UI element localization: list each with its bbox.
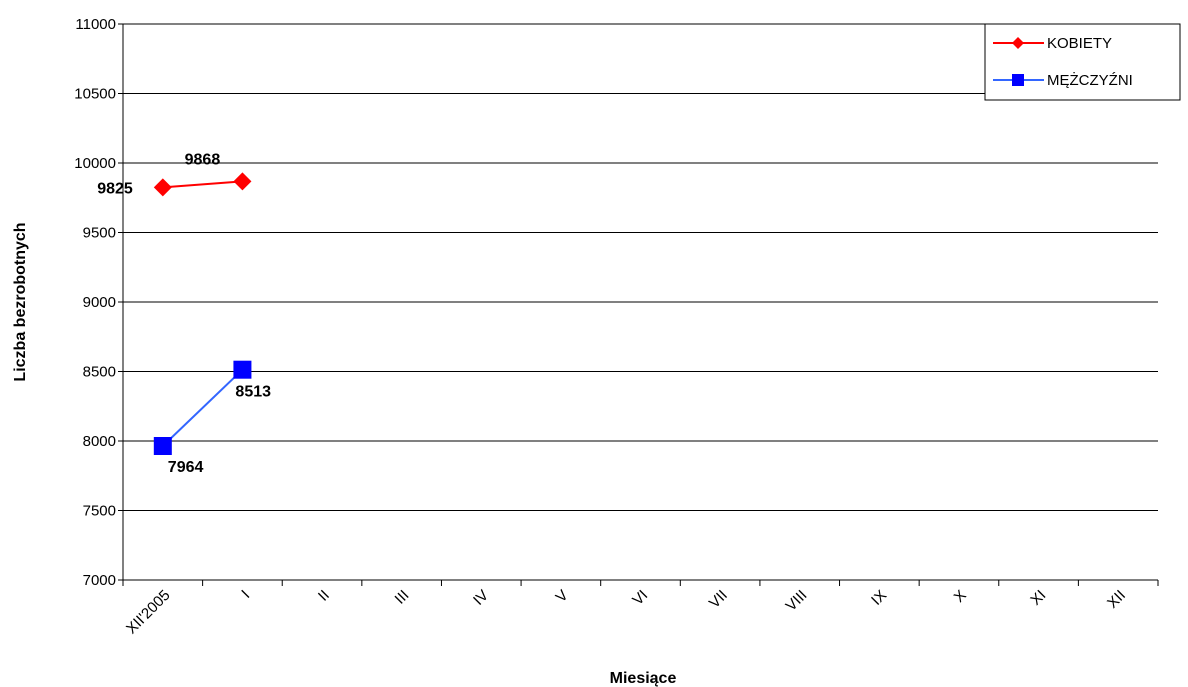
x-tick-label-4: IV bbox=[470, 587, 492, 609]
legend-label-kobiety: KOBIETY bbox=[1047, 35, 1112, 52]
x-tick-label-8: VIII bbox=[783, 587, 811, 615]
x-tick-label-0: XII'2005 bbox=[123, 587, 174, 638]
y-tick-label-8500: 8500 bbox=[83, 364, 116, 381]
legend: KOBIETY MĘŻCZYŹNI bbox=[984, 23, 1181, 101]
point-s0-0 bbox=[153, 178, 172, 197]
point-s0-1 bbox=[233, 172, 252, 191]
x-axis-title: Miesiące bbox=[610, 670, 677, 687]
legend-marker-kobiety bbox=[1012, 37, 1024, 49]
x-tick-label-1: I bbox=[238, 587, 253, 602]
x-tick-label-9: IX bbox=[868, 587, 890, 609]
y-tick-label-10000: 10000 bbox=[74, 155, 116, 172]
y-tick-label-7500: 7500 bbox=[83, 503, 116, 520]
data-labels: 9825 9868 7964 8513 bbox=[97, 151, 271, 476]
axes bbox=[122, 24, 1159, 586]
y-tick-label-9500: 9500 bbox=[83, 225, 116, 242]
x-tick-labels: XII'2005 I II III IV V VI VII VIII IX X XI XII bbox=[123, 587, 1129, 638]
x-tick-label-3: III bbox=[392, 587, 413, 608]
data-label-0: 9825 bbox=[97, 180, 133, 197]
y-tick-label-10500: 10500 bbox=[74, 86, 116, 103]
x-tick-label-12: XII bbox=[1104, 587, 1129, 612]
data-label-1: 9868 bbox=[185, 151, 221, 168]
data-label-2: 7964 bbox=[168, 459, 204, 476]
x-tick-label-7: VII bbox=[706, 587, 731, 612]
point-s1-0 bbox=[153, 437, 172, 456]
legend-label-mezczyzni: MĘŻCZYŹNI bbox=[1047, 71, 1133, 89]
y-tick-label-8000: 8000 bbox=[83, 433, 116, 450]
y-tick-label-11000: 11000 bbox=[75, 16, 116, 33]
point-s1-1 bbox=[233, 360, 252, 379]
x-tick-label-5: V bbox=[553, 587, 572, 606]
y-tick-label-9000: 9000 bbox=[83, 294, 116, 311]
y-tick-labels: 7000 7500 8000 8500 9000 9500 10000 10500 11000 bbox=[74, 16, 123, 589]
y-tick-label-7000: 7000 bbox=[83, 572, 116, 589]
series-line-0 bbox=[162, 180, 243, 189]
series-line-1 bbox=[162, 368, 244, 447]
x-tick-label-10: X bbox=[951, 587, 970, 606]
x-tick-label-11: XI bbox=[1027, 587, 1049, 609]
legend-marker-mezczyzni bbox=[1012, 74, 1024, 86]
gridlines bbox=[123, 23, 1158, 511]
x-tick-label-2: II bbox=[315, 587, 333, 605]
data-label-3: 8513 bbox=[235, 384, 271, 401]
y-axis-title: Liczba bezrobotnych bbox=[12, 222, 29, 381]
series bbox=[153, 172, 252, 456]
legend-box bbox=[984, 23, 1181, 101]
x-tick-label-6: VI bbox=[629, 587, 651, 609]
